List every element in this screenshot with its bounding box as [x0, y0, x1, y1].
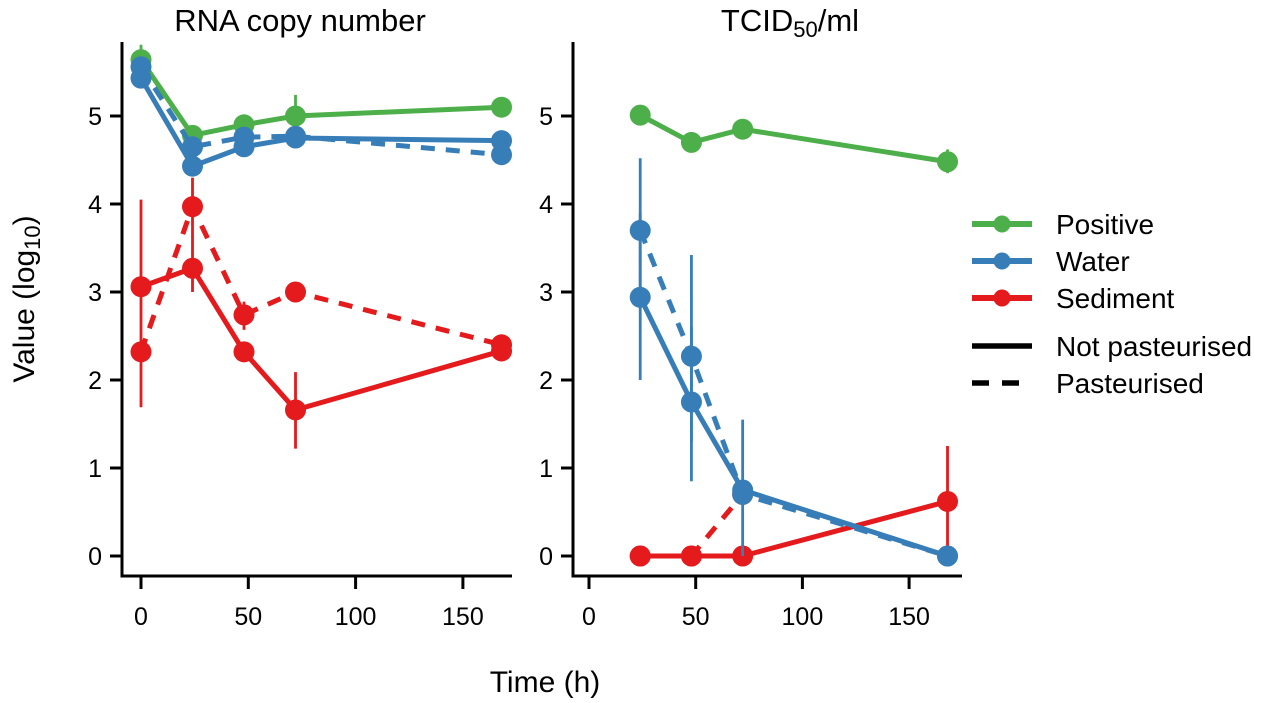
data-point — [285, 281, 307, 303]
y-tick-label: 2 — [88, 367, 102, 395]
x-axis-label: Time (h) — [490, 666, 601, 699]
y-axis-label: Value (log10) — [8, 215, 45, 382]
series-line — [140, 265, 503, 413]
x-tick-label: 150 — [442, 603, 484, 631]
series-line — [637, 229, 949, 559]
series-line — [640, 499, 949, 559]
x-tick-label: 50 — [234, 603, 262, 631]
data-point — [491, 130, 513, 152]
data-point — [680, 545, 702, 567]
legend-marker — [993, 289, 1011, 307]
panel-title: RNA copy number — [174, 3, 426, 38]
data-point — [629, 545, 651, 567]
x-tick-label: 0 — [582, 603, 596, 631]
data-point — [680, 131, 702, 153]
legend-label: Water — [1056, 246, 1130, 277]
series-line — [639, 112, 948, 165]
data-point — [680, 391, 702, 413]
legend-marker — [993, 252, 1011, 270]
data-point — [182, 155, 204, 177]
y-tick-label: 1 — [539, 455, 553, 483]
data-point — [937, 151, 959, 173]
data-point — [491, 340, 513, 362]
data-point — [182, 136, 204, 158]
data-point — [233, 304, 255, 326]
panel-title: TCID50/ml — [721, 3, 859, 42]
x-tick-label: 150 — [888, 603, 930, 631]
legend-label: Pasteurised — [1056, 368, 1204, 399]
x-tick-label: 100 — [782, 603, 824, 631]
data-point — [182, 196, 204, 218]
y-tick-label: 3 — [539, 279, 553, 307]
y-tick-label: 4 — [539, 191, 553, 219]
y-tick-label: 2 — [539, 367, 553, 395]
series-line — [138, 200, 503, 353]
data-point — [285, 127, 307, 149]
data-point — [130, 276, 152, 298]
legend-marker — [993, 215, 1011, 233]
y-tick-label: 4 — [88, 191, 102, 219]
data-point — [937, 545, 959, 567]
data-point — [182, 257, 204, 279]
data-point — [285, 399, 307, 421]
x-tick-label: 0 — [134, 603, 148, 631]
axis-line — [120, 42, 512, 578]
y-tick-label: 0 — [88, 543, 102, 571]
data-point — [732, 118, 754, 140]
data-point — [233, 341, 255, 363]
y-tick-label: 0 — [539, 543, 553, 571]
data-point — [233, 136, 255, 158]
data-point — [629, 104, 651, 126]
series-line — [637, 296, 949, 559]
y-tick-label: 3 — [88, 279, 102, 307]
series-line — [138, 65, 502, 158]
x-tick-label: 100 — [335, 603, 377, 631]
x-tick-label: 50 — [682, 603, 710, 631]
data-point — [629, 286, 651, 308]
axis-line — [571, 42, 962, 578]
y-tick-label: 1 — [88, 455, 102, 483]
data-point — [130, 67, 152, 89]
y-tick-label: 5 — [539, 103, 553, 131]
series-line — [138, 58, 502, 139]
data-point — [285, 105, 307, 127]
y-tick-label: 5 — [88, 103, 102, 131]
legend-label: Sediment — [1056, 283, 1175, 314]
legend-label: Positive — [1056, 209, 1154, 240]
data-point — [732, 479, 754, 501]
data-point — [937, 490, 959, 512]
legend-label: Not pasteurised — [1056, 331, 1252, 362]
data-point — [491, 96, 513, 118]
